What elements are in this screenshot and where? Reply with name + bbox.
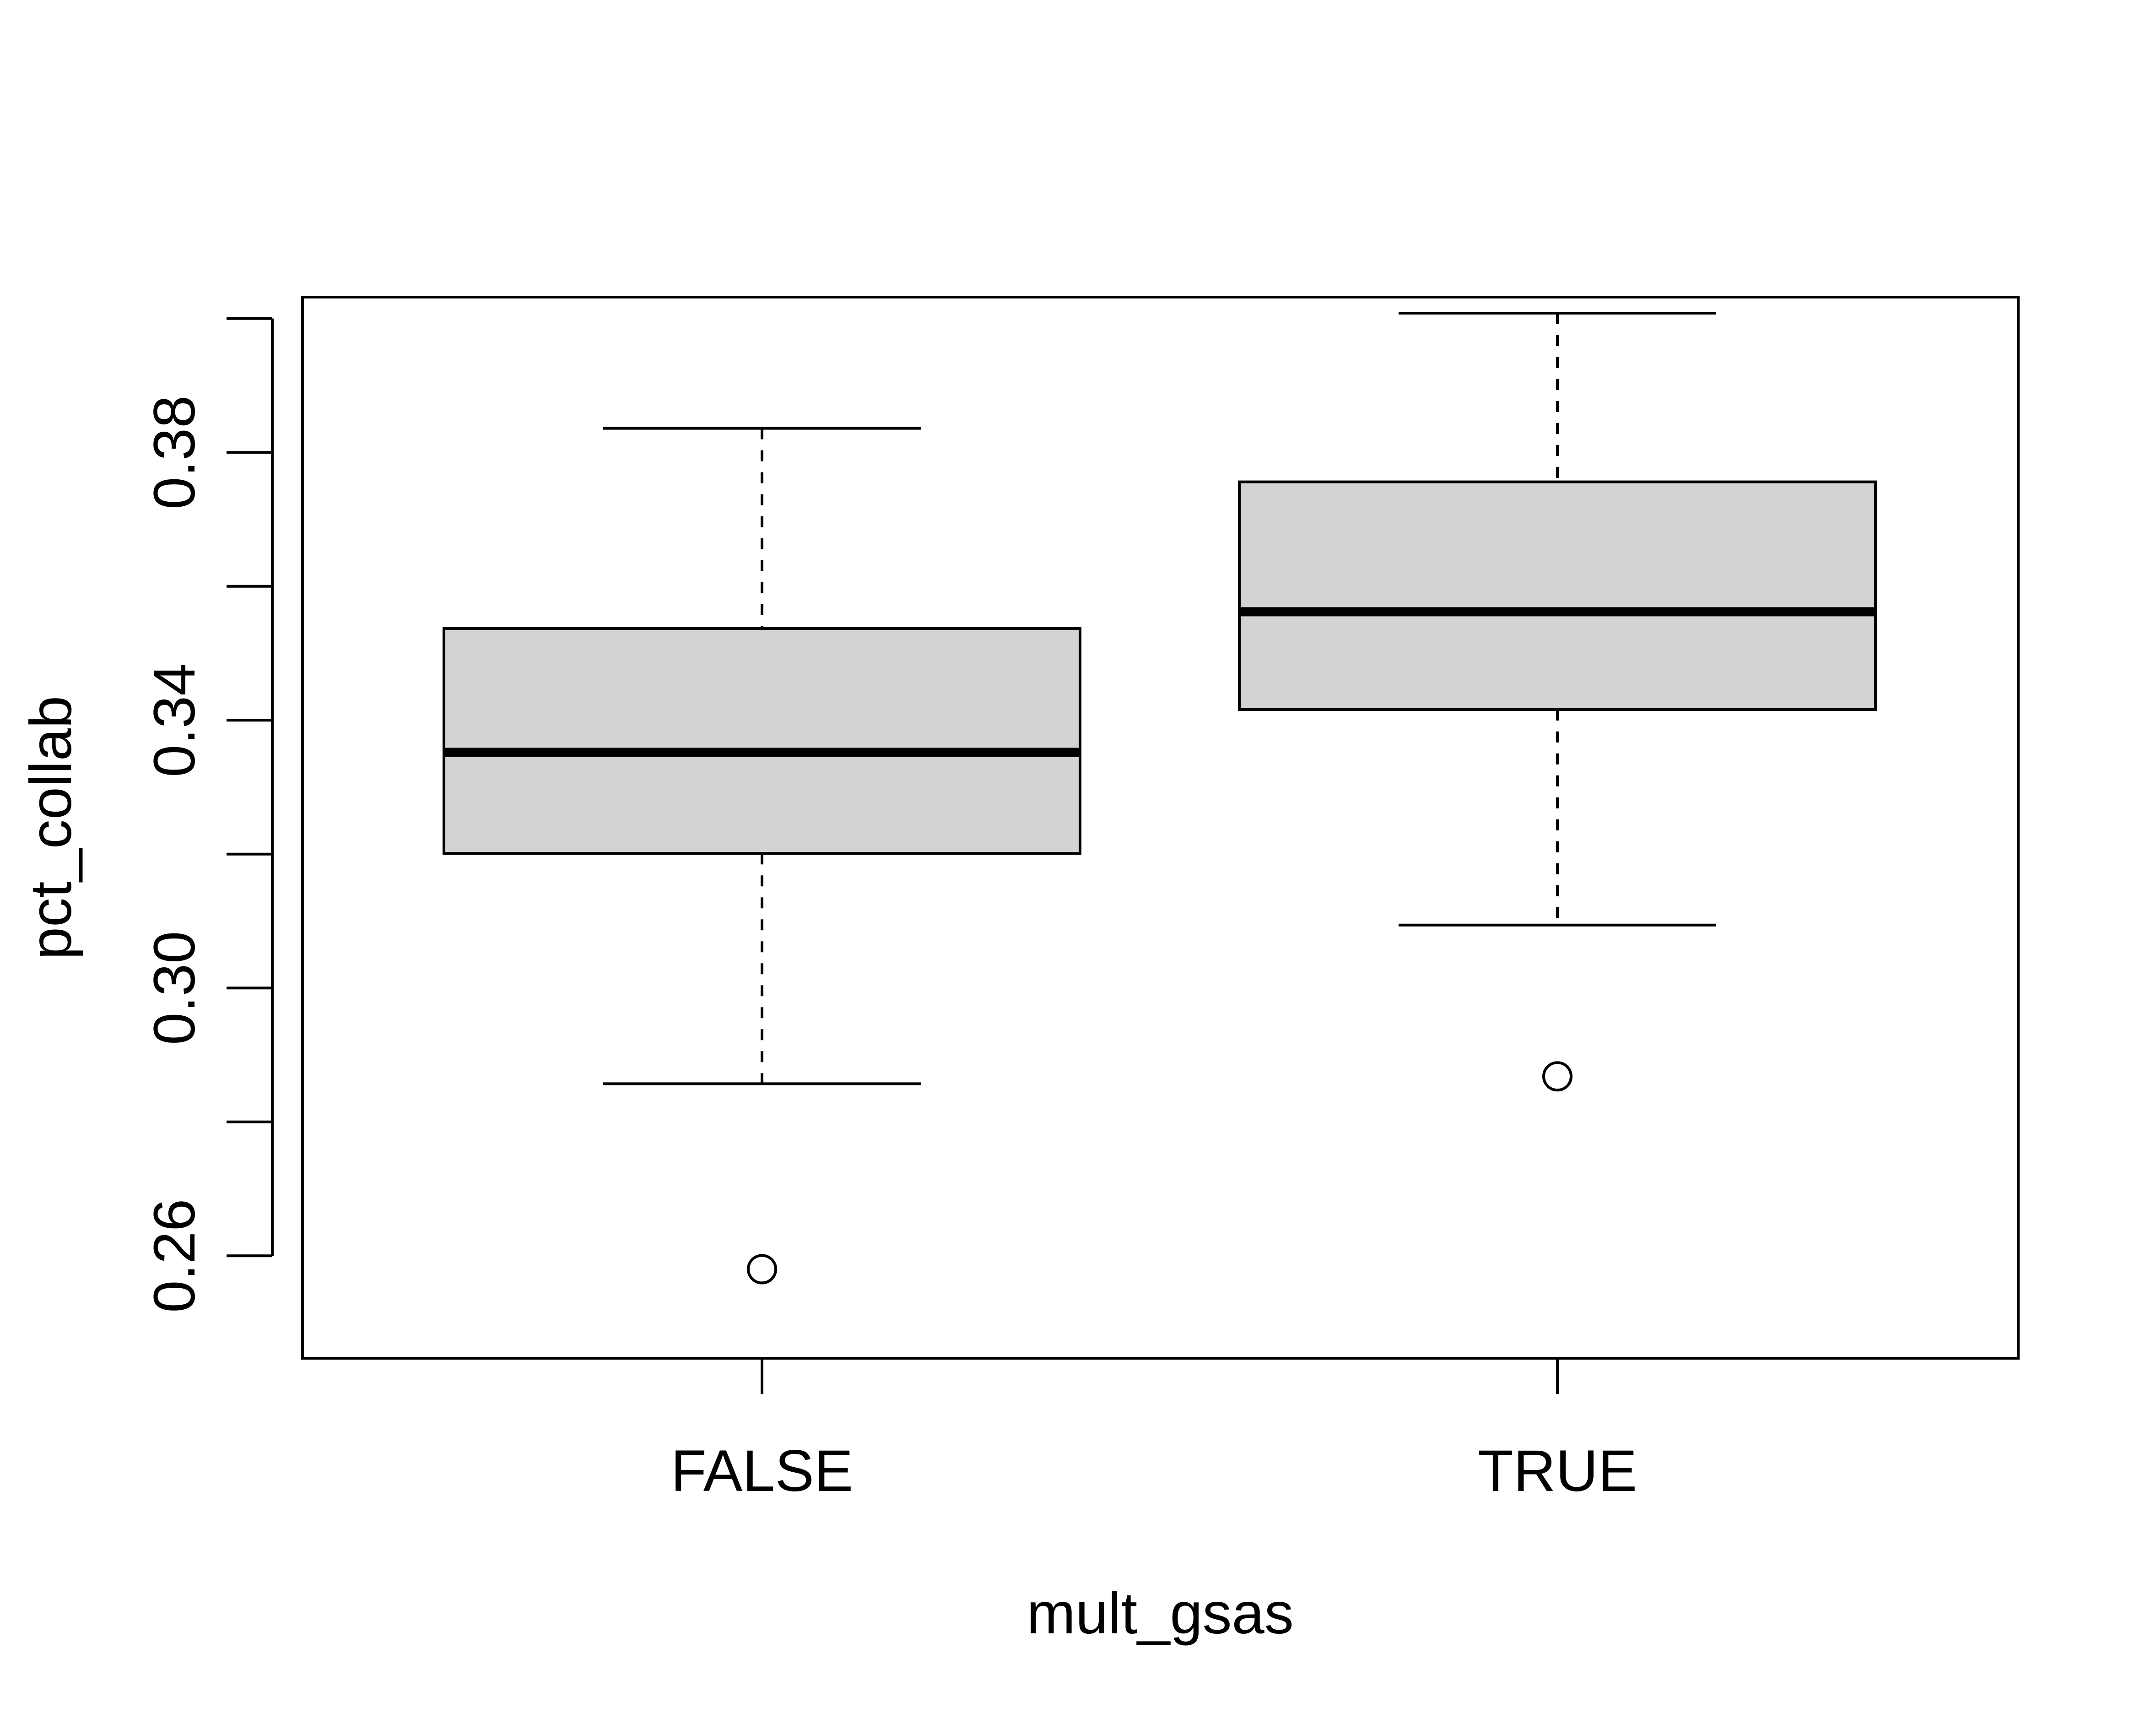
y-tick-label: 0.26 bbox=[142, 1199, 207, 1313]
box-iqr bbox=[1238, 480, 1877, 711]
outlier-point bbox=[747, 1254, 777, 1285]
x-tick-label: FALSE bbox=[671, 1438, 853, 1504]
y-tick-label: 0.38 bbox=[142, 396, 207, 510]
y-axis: 0.26 0.30 0.34 0.38 bbox=[142, 317, 274, 1313]
y-tick-label: 0.34 bbox=[142, 663, 207, 777]
x-axis: FALSE TRUE bbox=[671, 1358, 1637, 1504]
boxes-layer bbox=[443, 312, 1877, 1285]
x-axis-label: mult_gsas bbox=[1027, 1581, 1293, 1646]
y-tick-label: 0.30 bbox=[142, 931, 207, 1045]
box-group bbox=[1238, 312, 1877, 1092]
box-iqr bbox=[443, 627, 1081, 855]
plot-frame bbox=[301, 296, 2020, 1360]
box-group bbox=[443, 427, 1081, 1285]
y-axis-label: pct_collab bbox=[18, 696, 84, 960]
outlier-point bbox=[1542, 1061, 1572, 1092]
x-tick-label: TRUE bbox=[1478, 1438, 1637, 1504]
